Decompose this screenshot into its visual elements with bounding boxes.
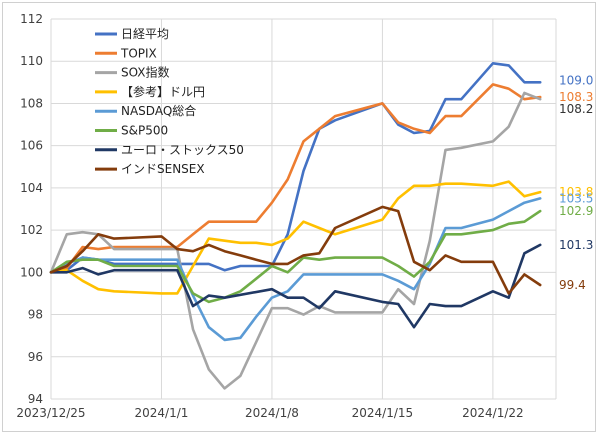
legend-label: ユーロ・ストックス50: [121, 143, 244, 157]
series-line: [49, 209, 542, 304]
legend-label: NASDAQ総合: [121, 103, 196, 118]
x-tick-label: 2024/1/8: [245, 406, 299, 420]
y-tick-label: 96: [28, 350, 43, 364]
end-value-label: 108.3: [559, 90, 593, 104]
end-value-label: 109.0: [559, 73, 593, 87]
series-line: [49, 91, 542, 390]
y-tick-label: 106: [20, 139, 43, 153]
end-value-label: 103.5: [559, 191, 593, 205]
series-line: [49, 205, 542, 295]
end-value-label: 103.8: [559, 185, 593, 199]
x-axis-ticks: 2023/12/25 2024/1/1 2024/1/8 2024/1/15 2024/…: [16, 406, 523, 420]
y-tick-label: 112: [20, 12, 43, 26]
gridlines: [50, 18, 557, 400]
series-line: [49, 61, 542, 274]
series-line: [49, 197, 542, 342]
legend-label: インドSENSEX: [121, 162, 205, 176]
series-line: [49, 243, 542, 329]
end-value-label: 108.2: [559, 102, 593, 116]
series-line: [49, 83, 542, 274]
legend-label: SOX指数: [121, 65, 170, 80]
series-line: [49, 180, 542, 295]
legend-label: 【参考】ドル円: [121, 84, 205, 99]
y-tick-label: 100: [20, 265, 43, 279]
y-tick-label: 98: [28, 308, 43, 322]
legend-label: S&P500: [121, 124, 168, 138]
end-value-label: 102.9: [559, 204, 593, 218]
x-tick-label: 2023/12/25: [16, 406, 85, 420]
legend-label: 日経平均: [121, 27, 169, 41]
y-tick-label: 108: [20, 96, 43, 110]
x-tick-label: 2024/1/1: [135, 406, 189, 420]
series-lines: [49, 61, 542, 390]
legend: 日経平均 TOPIX SOX指数【参考】ドル円 NASDAQ総合 S&P500 ユーロ・ス…: [95, 27, 244, 176]
x-tick-label: 2024/1/15: [352, 406, 414, 420]
x-tick-label: 2024/1/22: [462, 406, 524, 420]
y-tick-label: 94: [28, 392, 43, 406]
end-value-label: 99.4: [559, 278, 586, 292]
end-value-label: 101.3: [559, 238, 593, 252]
legend-label: TOPIX: [120, 46, 157, 60]
y-tick-label: 102: [20, 223, 43, 237]
y-tick-label: 110: [20, 54, 43, 68]
y-axis-ticks: 94 96 98 100 102 104 106 108 110 112: [20, 12, 43, 406]
y-tick-label: 104: [20, 181, 43, 195]
